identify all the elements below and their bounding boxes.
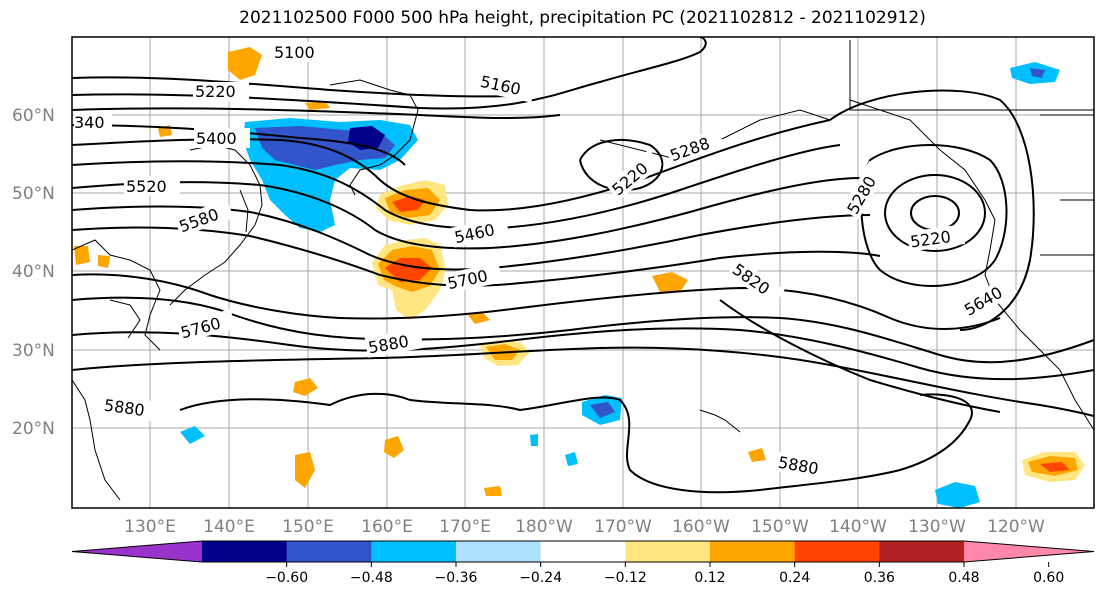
colorbar-bin [456, 541, 542, 562]
precip-area-positive [228, 47, 262, 80]
precip-area-positive [305, 101, 330, 110]
colorbar-tick-label: −0.60 [265, 570, 308, 586]
precip-area-negative [180, 426, 205, 444]
precip-area-negative [935, 482, 980, 508]
precip-area-positive [468, 312, 490, 324]
colorbar-bin [625, 541, 711, 562]
lat-label: 20°N [12, 419, 55, 439]
colorbar-bin [794, 541, 880, 562]
precip-area-positive [652, 272, 688, 292]
precip-area-positive [484, 486, 502, 496]
colorbar-bin [371, 541, 457, 562]
precip-area-negative [565, 452, 578, 466]
map-title: 2021102500 F000 500 hPa height, precipit… [239, 8, 926, 28]
lon-label: 170°W [594, 517, 652, 537]
colorbar-bin [879, 541, 965, 562]
contour-label: 5100 [274, 43, 315, 62]
lon-label: 130°W [908, 517, 966, 537]
precip-area-positive [293, 378, 318, 396]
lat-label: 30°N [12, 341, 55, 361]
colorbar-tick-label: −0.48 [350, 570, 393, 586]
lon-label: 150°W [751, 517, 809, 537]
precip-area-negative [530, 434, 538, 446]
contour-label: 5220 [195, 82, 236, 101]
contour-label: 5400 [196, 129, 237, 148]
colorbar-tick-label: 0.36 [864, 570, 895, 586]
colorbar-tick-label: −0.12 [604, 570, 647, 586]
lon-label: 130°E [124, 517, 176, 537]
colorbar-bin [286, 541, 372, 562]
colorbar-tick-label: 0.12 [694, 570, 725, 586]
lat-label: 40°N [12, 262, 55, 282]
precip-area-positive [1040, 462, 1070, 472]
colorbar-tick-label: 0.60 [1033, 570, 1064, 586]
precip-area-positive [748, 448, 766, 462]
map-panel [72, 37, 1094, 508]
colorbar-bin [540, 541, 626, 562]
longitude-labels: 130°E 140°E 150°E 160°E 170°E 180°W 170°… [124, 517, 1045, 537]
lon-label: 140°W [829, 517, 887, 537]
precip-area-negative [590, 402, 615, 418]
colorbar: −0.60 −0.48 −0.36 −0.24 −0.12 0.12 0.24 0.36 0.4… [71, 540, 1095, 586]
latitude-labels: 60°N 50°N 40°N 30°N 20°N [12, 106, 55, 439]
map-border [71, 36, 1095, 509]
lon-label: 120°W [987, 517, 1045, 537]
precip-area-positive [74, 246, 90, 265]
lat-label: 60°N [12, 106, 55, 126]
lon-label: 160°W [672, 517, 730, 537]
colorbar-outline [71, 540, 1095, 563]
colorbar-bin [202, 541, 288, 562]
lon-label: 140°E [203, 517, 255, 537]
contour-label: 5520 [126, 177, 167, 196]
coastlines [72, 40, 1094, 501]
colorbar-extend-low [72, 541, 202, 562]
lat-label: 50°N [12, 184, 55, 204]
colorbar-bin [710, 541, 796, 562]
lon-label: 150°E [282, 517, 334, 537]
contour-labels: 5100 5160 5220 340 5400 5520 5580 5460 5… [74, 42, 1018, 481]
lon-label: 160°E [361, 517, 413, 537]
colorbar-tick-label: −0.24 [519, 570, 562, 586]
lon-label: 180°W [515, 517, 573, 537]
colorbar-extend-high [964, 541, 1094, 562]
precip-area-negative [1030, 68, 1045, 78]
colorbar-tick-label: 0.24 [779, 570, 810, 586]
precip-area-positive [295, 452, 315, 488]
precip-area-positive [98, 255, 110, 268]
contour-label: 340 [74, 113, 105, 132]
precip-area-positive [384, 436, 404, 458]
colorbar-tick-label: −0.36 [435, 570, 478, 586]
lon-label: 170°E [439, 517, 491, 537]
colorbar-tick-label: 0.48 [948, 570, 979, 586]
